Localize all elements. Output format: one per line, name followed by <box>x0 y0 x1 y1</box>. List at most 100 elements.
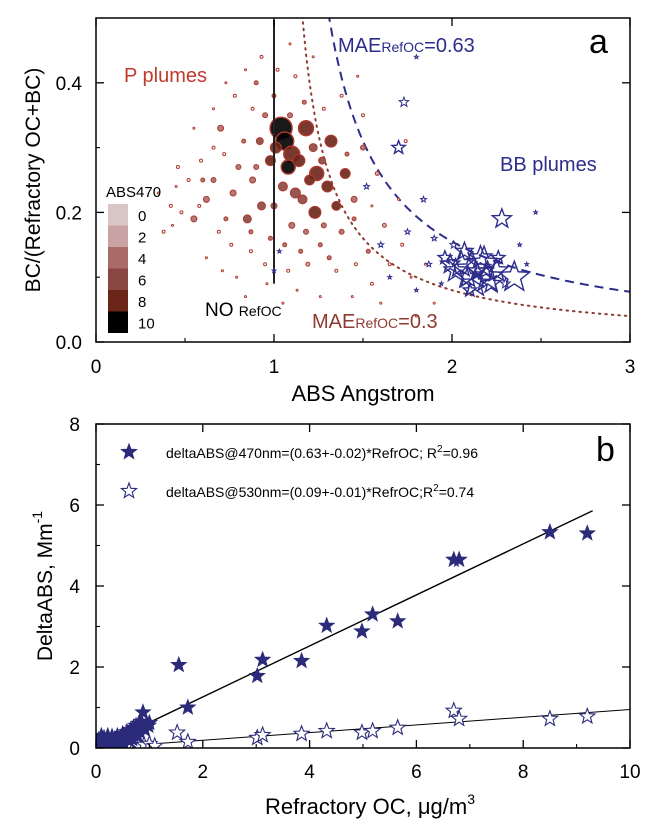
p-plume-point <box>204 256 208 260</box>
series-470-point <box>541 522 559 540</box>
p-plume-point <box>253 164 260 170</box>
colorbar-swatch <box>108 225 128 247</box>
panel-a-ticks: 0 1 2 3 0.0 0.2 0.4 <box>56 18 635 378</box>
legend-530-text: deltaABS@530nm=(0.09+-0.01)*RefrOC;R2=0.… <box>166 483 474 500</box>
bb-plume-point <box>479 271 503 294</box>
bb-plume-point <box>276 247 283 255</box>
p-plume-point <box>174 185 178 188</box>
p-plume-point <box>186 178 191 182</box>
panel-a-label: a <box>589 23 608 61</box>
p-plume-point <box>321 180 334 193</box>
series-530-point <box>178 732 197 748</box>
p-plume-point <box>235 164 242 170</box>
p-plume-point <box>244 295 247 299</box>
bb-plume-point <box>489 248 507 266</box>
bb-plume-point <box>438 252 462 274</box>
p-plume-point <box>370 204 374 208</box>
panel-b-xtick-label: 8 <box>518 762 529 783</box>
p-plume-point <box>248 249 253 254</box>
p-plume-point <box>248 229 254 235</box>
bb-plume-point <box>455 264 481 288</box>
p-plume-markers <box>156 42 436 318</box>
series-530-point <box>168 723 187 741</box>
series-530-point <box>388 718 407 736</box>
bb-plume-point <box>419 195 428 204</box>
p-plume-point <box>263 262 268 267</box>
panel-b-ytick-label: 8 <box>69 415 80 436</box>
p-plume-point <box>229 189 237 197</box>
p-plume-point <box>304 174 316 186</box>
p-plume-point <box>292 154 306 168</box>
colorbar-swatch <box>108 311 128 333</box>
bb-plume-point <box>362 182 371 191</box>
p-plume-point <box>409 275 413 279</box>
panel-b-xtick-label: 0 <box>91 762 102 783</box>
bb-plume-point <box>403 227 412 236</box>
p-plume-point <box>275 67 280 72</box>
p-plume-point <box>317 242 323 248</box>
p-plume-point <box>269 141 282 154</box>
panel-a-ytick-label: 0.2 <box>56 203 82 224</box>
p-plume-point <box>250 106 255 111</box>
p-plume-point <box>253 80 259 86</box>
bb-plume-point <box>448 239 459 250</box>
panel-a-xlabel: ABS Angstrom <box>291 381 434 406</box>
series-470-point <box>134 703 152 720</box>
mae-063-value: =0.63 <box>424 35 475 57</box>
panel-b-frame <box>95 423 631 749</box>
p-plume-point <box>216 229 221 234</box>
mae-063-sub: RefOC <box>381 39 424 55</box>
p-plume-point <box>339 93 344 98</box>
p-plume-point <box>318 156 327 165</box>
p-plume-point <box>353 262 358 267</box>
p-plume-point <box>249 176 257 184</box>
series-530-point <box>578 706 597 725</box>
mae-03-label: MAERefOC=0.3 <box>312 311 438 333</box>
bb-plumes-label: BB plumes <box>500 154 597 176</box>
p-plume-point <box>280 159 296 175</box>
colorbar-tick-label: 0 <box>138 208 146 225</box>
series-530-point <box>450 709 469 727</box>
p-plume-point <box>242 214 252 224</box>
legend-530-tail: =0.74 <box>439 484 475 500</box>
p-plume-point <box>202 195 210 203</box>
p-plume-point <box>222 152 227 157</box>
series-470-point <box>140 713 159 731</box>
bb-plume-point <box>436 248 454 266</box>
panel-b-xlabel: Refractory OC, μg/m3 <box>265 791 475 819</box>
mae-03-value: =0.3 <box>398 311 437 333</box>
p-plume-point <box>168 203 173 208</box>
panel-b-ylabel-sup: -1 <box>29 511 45 524</box>
p-plume-point <box>374 171 380 176</box>
p-plume-point <box>397 197 401 201</box>
panel-b-ylabel: DeltaABS, Mm-1 <box>29 511 57 661</box>
bb-plume-point <box>376 240 386 249</box>
legend-530-marker <box>119 481 139 499</box>
p-plume-point <box>235 275 239 279</box>
p-plume-point <box>211 145 216 150</box>
panel-a-plot-area <box>156 18 630 318</box>
p-plume-point <box>324 134 338 148</box>
panel-a-ytick-label: 0.4 <box>56 74 83 95</box>
p-plume-point <box>255 137 264 146</box>
mae-03-curve <box>301 18 630 318</box>
series-530-point <box>292 724 311 742</box>
colorbar-swatch <box>108 204 128 226</box>
p-plume-point <box>365 248 371 254</box>
p-plume-point <box>199 158 203 163</box>
panel-b-xtick-label: 6 <box>411 762 422 783</box>
bb-plume-point <box>445 248 477 278</box>
p-plume-point <box>301 99 307 105</box>
mae-03-sub: RefOC <box>355 315 398 331</box>
p-plume-point <box>281 301 285 305</box>
panel-b-xlabel-sup: 3 <box>467 791 475 807</box>
bb-plume-point <box>270 267 278 274</box>
panel-b-ylabel-main: DeltaABS, Mm <box>34 523 57 661</box>
p-plume-point <box>344 151 350 157</box>
bb-plume-point <box>438 280 445 287</box>
legend-470-tail: =0.96 <box>443 445 479 461</box>
panel-a-xtick-label: 2 <box>447 357 458 378</box>
p-plume-point <box>210 177 217 183</box>
no-refoc-label: NO RefOC <box>205 300 282 321</box>
